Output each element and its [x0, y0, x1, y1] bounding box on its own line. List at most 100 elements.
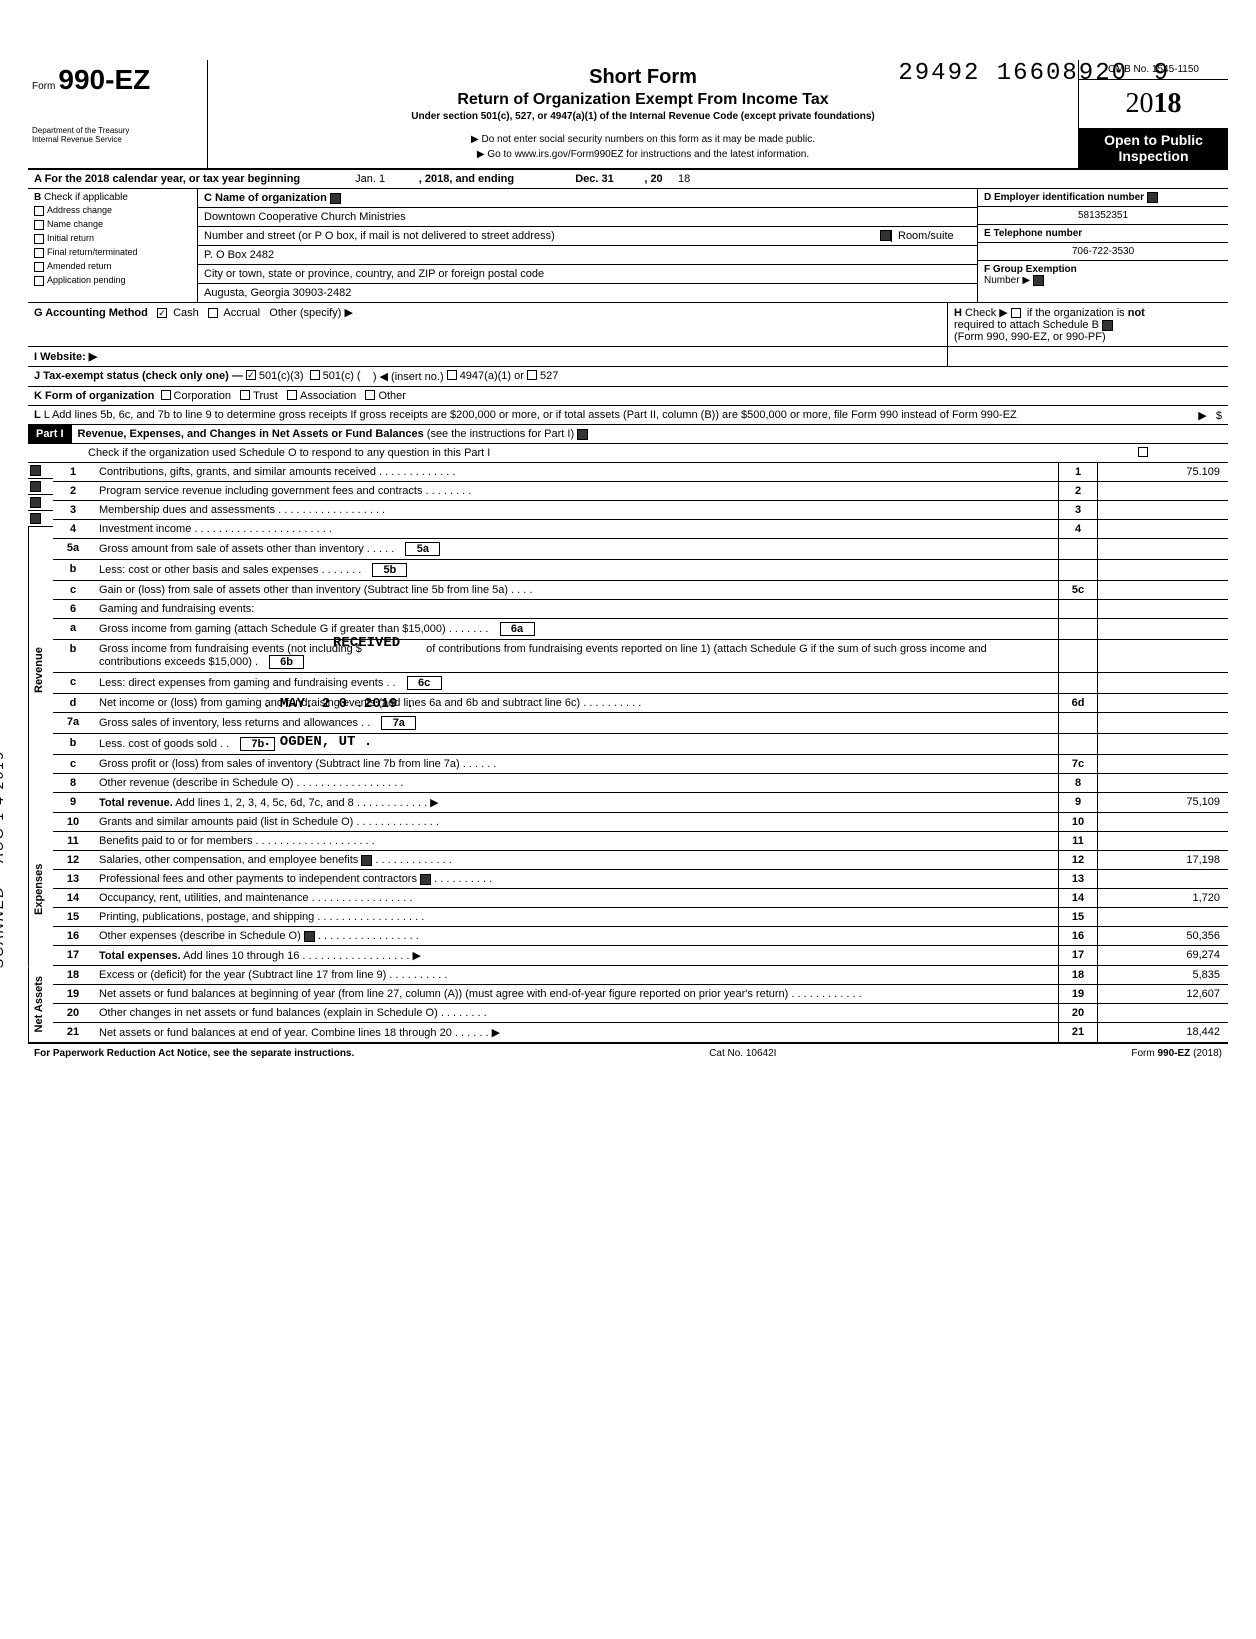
line-a-begin: Jan. 1 — [355, 173, 385, 185]
checkbox-name[interactable] — [34, 220, 44, 230]
city: Augusta, Georgia 30903-2482 — [198, 284, 977, 302]
line-1-box: 1 — [1058, 463, 1098, 481]
line-a-20: , 20 — [644, 173, 662, 185]
line-6a-sub: 6a — [500, 622, 535, 636]
form-number: 990-EZ — [58, 64, 150, 95]
line-14-box: 14 — [1058, 889, 1098, 907]
checkbox-501c3[interactable]: ✓ — [246, 370, 256, 380]
checkbox-initial[interactable] — [34, 234, 44, 244]
arrow2: ▶ Go to www.irs.gov/Form990EZ for instru… — [218, 149, 1068, 160]
help-icon-l1 — [30, 465, 41, 476]
line-9-val: 75,109 — [1098, 793, 1228, 812]
c-label: C Name of organization — [204, 192, 327, 204]
checkbox-other[interactable] — [365, 390, 375, 400]
line-5b-sub: 5b — [372, 563, 407, 577]
line-15-box: 15 — [1058, 908, 1098, 926]
doc-number-suffix: 9 — [1154, 60, 1168, 87]
help-icon-l16 — [304, 931, 315, 942]
b-check-label: Check if applicable — [44, 192, 128, 203]
checkbox-amended[interactable] — [34, 262, 44, 272]
help-icon-l12 — [361, 855, 372, 866]
line-2-num: 2 — [53, 482, 93, 500]
help-icon — [330, 193, 341, 204]
checkbox-pending[interactable] — [34, 276, 44, 286]
year-prefix: 20 — [1126, 88, 1154, 119]
line-6-num: 6 — [53, 600, 93, 618]
line-20-val — [1098, 1004, 1228, 1022]
org-name: Downtown Cooperative Church Ministries — [198, 208, 977, 227]
line-14-val: 1,720 — [1098, 889, 1228, 907]
dept-line1: Department of the Treasury — [32, 126, 203, 135]
netassets-label: Net Assets — [28, 966, 53, 1042]
line-15-num: 15 — [53, 908, 93, 926]
checkbox-cash[interactable]: ✓ — [157, 308, 167, 318]
scanned-stamp: SCANNED AUG 1 4 2019 — [0, 750, 6, 968]
line-4-val — [1098, 520, 1228, 538]
line-5b-num: b — [53, 560, 93, 580]
line-5c-val — [1098, 581, 1228, 599]
line-12-num: 12 — [53, 851, 93, 869]
l-arrow: ▶ — [1198, 410, 1206, 422]
footer-mid: Cat No. 10642I — [709, 1048, 776, 1059]
line-1-num: 1 — [53, 463, 93, 481]
line-7c-box: 7c — [1058, 755, 1098, 773]
help-icon-l13 — [420, 874, 431, 885]
line-5c-box: 5c — [1058, 581, 1098, 599]
line-20-num: 20 — [53, 1004, 93, 1022]
checkbox-trust[interactable] — [240, 390, 250, 400]
line-19-val: 12,607 — [1098, 985, 1228, 1003]
k-trust: Trust — [253, 390, 278, 402]
revenue-label: Revenue — [28, 527, 53, 813]
line-6c-sub: 6c — [407, 676, 442, 690]
line-15-val — [1098, 908, 1228, 926]
line-6d-val — [1098, 694, 1228, 712]
line-17-num: 17 — [53, 946, 93, 965]
line-10-desc: Grants and similar amounts paid (list in… — [99, 816, 353, 828]
line-7a-num: 7a — [53, 713, 93, 733]
checkbox-501c[interactable] — [310, 370, 320, 380]
line-10-val — [1098, 813, 1228, 831]
line-12-desc: Salaries, other compensation, and employ… — [99, 854, 358, 866]
line-13-desc: Professional fees and other payments to … — [99, 873, 417, 885]
line-6-desc: Gaming and fundraising events: — [93, 600, 1058, 618]
footer-year: (2018) — [1193, 1048, 1222, 1059]
checkbox-corp[interactable] — [161, 390, 171, 400]
form-label: Form — [32, 81, 55, 92]
line-3-val — [1098, 501, 1228, 519]
line-12-box: 12 — [1058, 851, 1098, 869]
g-label: G Accounting Method — [34, 307, 148, 319]
phone-value: 706-722-3530 — [978, 243, 1228, 261]
help-icon-l3 — [30, 497, 41, 508]
line-2-val — [1098, 482, 1228, 500]
line-16-val: 50,356 — [1098, 927, 1228, 945]
line-20-box: 20 — [1058, 1004, 1098, 1022]
checkbox-schedule-o[interactable] — [1138, 447, 1148, 457]
line-16-num: 16 — [53, 927, 93, 945]
public-line1: Open to Public — [1083, 132, 1224, 148]
ogden-stamp: . OGDEN, UT . — [263, 734, 372, 750]
line-9-box: 9 — [1058, 793, 1098, 812]
checkbox-h[interactable] — [1011, 308, 1021, 318]
checkbox-address[interactable] — [34, 206, 44, 216]
checkbox-527[interactable] — [527, 370, 537, 380]
line-2-desc: Program service revenue including govern… — [99, 485, 422, 497]
g-accrual: Accrual — [223, 307, 260, 319]
line-6d-num: d — [53, 694, 93, 712]
checkbox-assoc[interactable] — [287, 390, 297, 400]
help-icon-6 — [577, 429, 588, 440]
line-6b-sub: 6b — [269, 655, 304, 669]
line-13-val — [1098, 870, 1228, 888]
line-3-desc: Membership dues and assessments — [99, 504, 275, 516]
help-icon-2 — [880, 230, 891, 241]
line-17-val: 69,274 — [1098, 946, 1228, 965]
checkbox-accrual[interactable] — [208, 308, 218, 318]
checkbox-final[interactable] — [34, 248, 44, 258]
g-other: Other (specify) ▶ — [269, 307, 353, 319]
b-item-final: Final return/terminated — [47, 247, 138, 257]
checkbox-4947[interactable] — [447, 370, 457, 380]
e-label: E Telephone number — [978, 225, 1228, 243]
line-6c-num: c — [53, 673, 93, 693]
help-icon-5 — [1102, 320, 1113, 331]
g-cash: Cash — [173, 307, 199, 319]
line-1-val: 75.109 — [1098, 463, 1228, 481]
